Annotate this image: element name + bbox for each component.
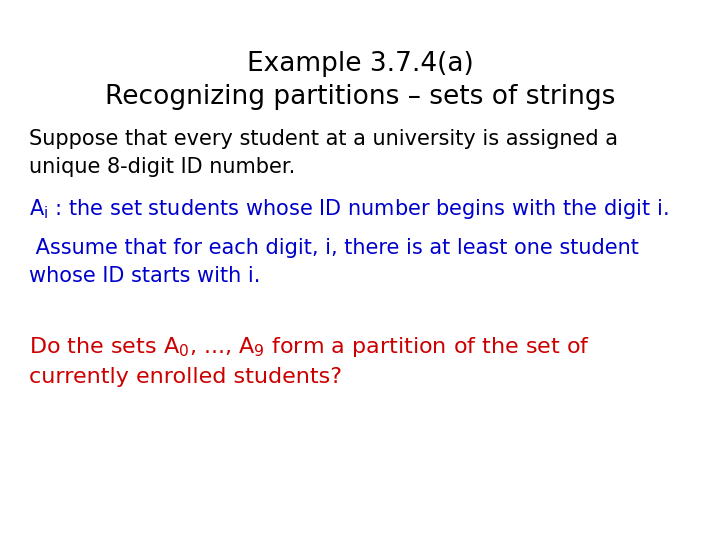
Text: Suppose that every student at a university is assigned a
unique 8-digit ID numbe: Suppose that every student at a universi…: [29, 129, 618, 177]
Text: Recognizing partitions – sets of strings: Recognizing partitions – sets of strings: [105, 84, 615, 110]
Text: Example 3.7.4(a): Example 3.7.4(a): [247, 51, 473, 77]
Text: Assume that for each digit, i, there is at least one student
whose ID starts wit: Assume that for each digit, i, there is …: [29, 238, 639, 286]
Text: $\mathregular{A_i}$ : the set students whose ID number begins with the digit i.: $\mathregular{A_i}$ : the set students w…: [29, 197, 668, 221]
Text: Do the sets $\mathregular{A_0}$, ..., $\mathregular{A_9}$ form a partition of th: Do the sets $\mathregular{A_0}$, ..., $\…: [29, 335, 590, 387]
